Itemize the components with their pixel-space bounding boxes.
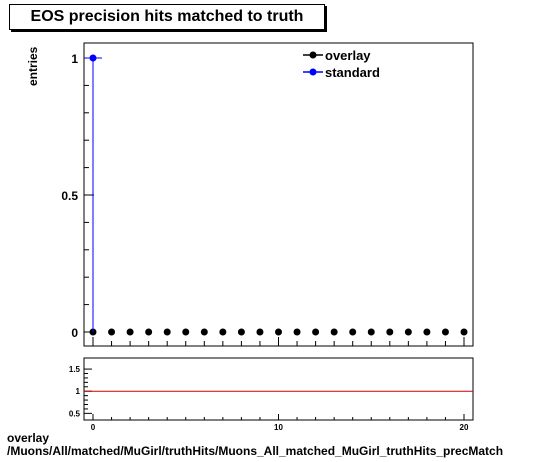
overlay-point — [182, 328, 190, 336]
overlay-point — [441, 328, 449, 336]
footer-line-1: overlay — [7, 431, 50, 445]
legend-entry: standard — [325, 65, 380, 80]
ratio-panel: 0 10 20 0.5 1 1.5 — [69, 357, 474, 432]
ratio-y-tick-label: 1.5 — [69, 365, 81, 374]
legend-marker — [309, 68, 317, 76]
overlay-point — [404, 328, 412, 336]
overlay-point — [386, 328, 394, 336]
x-tick-label: 10 — [274, 423, 283, 432]
overlay-point — [237, 328, 245, 336]
overlay-point — [312, 328, 320, 336]
x-tick-label: 20 — [460, 423, 469, 432]
footer-line-2: /Muons/All/matched/MuGirl/truthHits/Muon… — [7, 444, 504, 458]
legend-marker — [309, 51, 317, 59]
y-tick-label: 0.5 — [61, 189, 78, 203]
ratio-y-tick-label: 1 — [76, 387, 81, 396]
main-panel: 00.51 — [61, 42, 474, 347]
y-tick-label: 0 — [71, 326, 78, 340]
legend-entry: overlay — [325, 48, 371, 63]
overlay-point — [367, 328, 375, 336]
chart-title: EOS precision hits matched to truth — [30, 8, 304, 25]
overlay-point — [460, 328, 468, 336]
x-tick-label: 0 — [91, 423, 96, 432]
overlay-point — [275, 328, 282, 336]
overlay-point — [293, 328, 301, 336]
overlay-point — [423, 328, 431, 336]
overlay-point — [349, 328, 357, 336]
overlay-point — [330, 328, 338, 336]
overlay-point — [145, 328, 153, 336]
overlay-point — [163, 328, 171, 336]
legend: overlay standard — [303, 48, 380, 80]
overlay-point — [108, 328, 116, 336]
overlay-point — [200, 328, 208, 336]
data-markers — [84, 54, 468, 336]
y-axis-label: entries — [26, 46, 40, 86]
ratio-frame — [83, 357, 474, 421]
ratio-y-tick-label: 0.5 — [69, 409, 81, 418]
footer-caption: overlay /Muons/All/matched/MuGirl/truthH… — [7, 432, 503, 458]
y-tick-label: 1 — [71, 52, 78, 66]
main-frame — [83, 42, 474, 347]
chart-title-box: EOS precision hits matched to truth — [9, 4, 325, 30]
overlay-point — [126, 328, 134, 336]
overlay-point — [219, 328, 227, 336]
overlay-point — [256, 328, 264, 336]
